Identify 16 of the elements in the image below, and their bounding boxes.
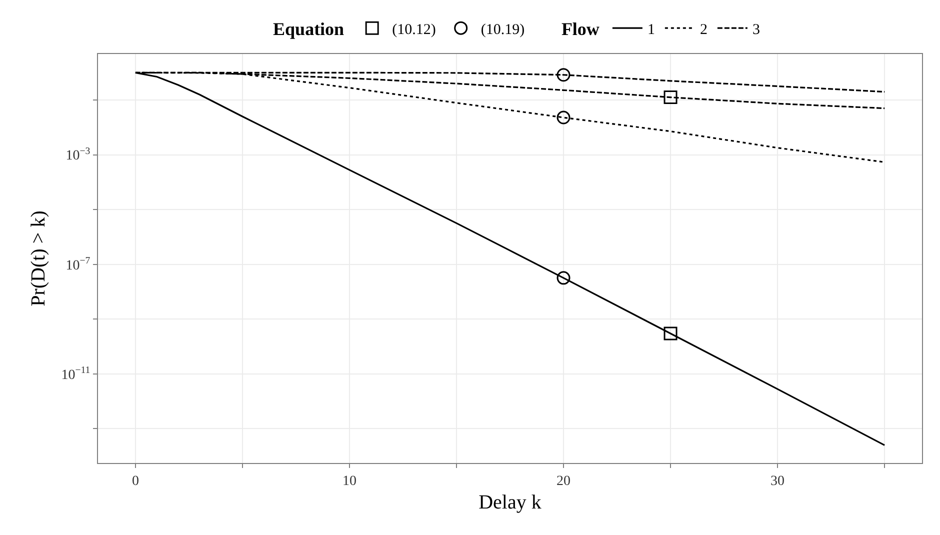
x-tick-label: 20 [556,474,571,489]
legend-label: 1 [647,22,655,38]
y-axis-title: Pr(D(t) > k) [28,210,50,306]
text: Flow [561,19,600,40]
legend-label: (10.12) [392,22,436,38]
y-tick-label: 10$^{−7}$ [66,255,90,274]
x-tick-label: 10 [342,474,356,489]
y-tick-label: 10$^{−11}$ [61,364,90,383]
legend-label: 2 [700,22,708,38]
y-tick-label: 10$^{−3}$ [66,146,90,164]
text: Equation [273,19,344,40]
legend-label: (10.19) [480,22,525,38]
x-axis-title: Delay k [478,491,542,514]
x-tick-label: 0 [132,474,139,489]
x-tick-label: 30 [770,474,785,489]
legend-label: 3 [752,22,760,38]
